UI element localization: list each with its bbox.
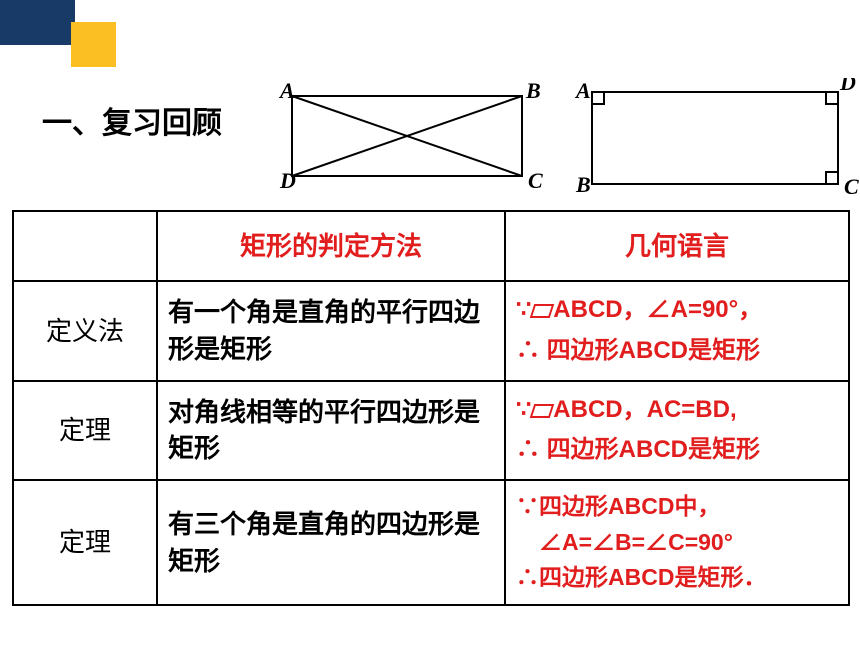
- label-C2: C: [844, 174, 859, 199]
- row3-geom-l3: ∴四边形ABCD是矩形．: [516, 560, 838, 596]
- diagram-left-rectangle: A B C D: [274, 78, 544, 198]
- label-B: B: [525, 78, 541, 103]
- section-heading: 一、复习回顾: [42, 98, 222, 142]
- diagrams-area: A B C D A D C B: [274, 78, 860, 204]
- criteria-table: 矩形的判定方法 几何语言 定义法 有一个角是直角的平行四边形是矩形 ∵ABCD，…: [12, 210, 850, 606]
- row3-geom-l2: ∠A=∠B=∠C=90°: [516, 525, 838, 561]
- decor-gold-block: [71, 22, 116, 67]
- label-A: A: [278, 78, 295, 103]
- row2-geom: ∵ABCD，AC=BD, ∴ 四边形ABCD是矩形: [505, 381, 849, 481]
- table-row: 定理 有三个角是直角的四边形是矩形 ∵四边形ABCD中， ∠A=∠B=∠C=90…: [13, 480, 849, 605]
- label-D2: D: [839, 78, 856, 95]
- label-C: C: [528, 168, 543, 193]
- th-geom: 几何语言: [505, 211, 849, 281]
- diagram-right-rectangle: A D C B: [572, 78, 860, 204]
- row1-geom-l1: ∵ABCD，∠A=90°，: [516, 290, 838, 331]
- row1-label: 定义法: [13, 281, 157, 381]
- row2-method: 对角线相等的平行四边形是矩形: [157, 381, 505, 481]
- row1-geom-l2: ∴ 四边形ABCD是矩形: [516, 331, 838, 372]
- label-A2: A: [574, 78, 591, 103]
- row2-label: 定理: [13, 381, 157, 481]
- row3-geom: ∵四边形ABCD中， ∠A=∠B=∠C=90° ∴四边形ABCD是矩形．: [505, 480, 849, 605]
- th-blank: [13, 211, 157, 281]
- row3-method: 有三个角是直角的四边形是矩形: [157, 480, 505, 605]
- row1-geom: ∵ABCD，∠A=90°， ∴ 四边形ABCD是矩形: [505, 281, 849, 381]
- parallelogram-icon: [530, 404, 555, 418]
- label-B2: B: [575, 172, 591, 197]
- row2-geom-l2: ∴ 四边形ABCD是矩形: [516, 430, 838, 471]
- criteria-table-wrap: 矩形的判定方法 几何语言 定义法 有一个角是直角的平行四边形是矩形 ∵ABCD，…: [12, 210, 848, 606]
- table-row: 定理 对角线相等的平行四边形是矩形 ∵ABCD，AC=BD, ∴ 四边形ABCD…: [13, 381, 849, 481]
- table-header-row: 矩形的判定方法 几何语言: [13, 211, 849, 281]
- row1-method: 有一个角是直角的平行四边形是矩形: [157, 281, 505, 381]
- decor-bar: [0, 0, 116, 67]
- row3-geom-l1: ∵四边形ABCD中，: [516, 489, 838, 525]
- parallelogram-icon: [530, 304, 555, 318]
- label-D: D: [279, 168, 296, 193]
- row2-geom-l1: ∵ABCD，AC=BD,: [516, 390, 838, 431]
- decor-navy-block: [0, 0, 75, 45]
- table-row: 定义法 有一个角是直角的平行四边形是矩形 ∵ABCD，∠A=90°， ∴ 四边形…: [13, 281, 849, 381]
- th-method: 矩形的判定方法: [157, 211, 505, 281]
- row3-label: 定理: [13, 480, 157, 605]
